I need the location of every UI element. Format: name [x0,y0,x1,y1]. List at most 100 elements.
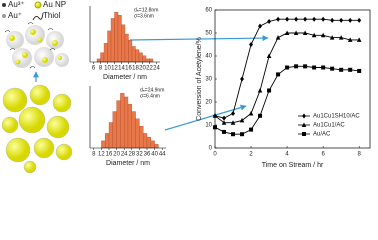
bar [124,33,129,63]
marker [249,42,254,47]
bar [110,18,115,63]
marker [339,17,344,23]
marker [267,88,272,93]
marker [330,17,335,23]
x-tick-label: 4 [285,152,289,158]
marker [312,65,317,70]
bar [96,58,101,63]
marker [240,76,245,82]
x-tick-label: 0 [213,152,217,158]
bar [135,118,140,149]
x-tick-label: 44 [159,152,166,158]
x-tick-label: 22 [146,66,153,72]
annotation: σ=6.4nm [140,93,160,99]
marker [347,37,353,42]
marker [302,132,306,136]
x-tick-label: 14 [118,66,125,72]
marker [240,132,245,137]
marker [212,113,218,118]
marker [357,17,362,23]
marker [294,64,299,69]
y-tick-label: 40 [205,54,212,60]
annotation: σ=3.6nm [134,13,154,19]
x-tick-label: 10 [104,66,111,72]
x-tick-label: 18 [132,66,139,72]
plot-frame [214,9,371,149]
marker [231,111,236,116]
x-tick-label: 8 [358,152,362,158]
large-particles [1,84,73,174]
schematic-legend: Au³⁺ Au NP Au⁺ Thiol [2,0,66,21]
arrows [33,35,269,131]
legend-text: Thiol [43,11,61,20]
bar [154,144,159,149]
bar [116,100,121,149]
y-tick-label: 50 [205,31,212,37]
bar [131,111,136,149]
marker [221,120,227,125]
bar [128,40,133,63]
annotation: dₙ=24.9nm [140,87,164,93]
x-axis-label: Diameter / nm [103,74,147,81]
x-tick-label: 6 [92,66,96,72]
marker [356,37,362,42]
legend-label: Au1Cu1/AC [313,123,345,129]
bar [143,133,148,149]
bar [142,55,147,63]
marker [239,117,245,123]
y-tick-label: 0 [209,146,213,152]
marker [275,35,281,40]
x-tick-label: 28 [128,152,135,158]
marker [285,65,290,70]
y-tick-label: 30 [205,77,212,83]
bar [101,140,106,149]
marker [357,68,362,73]
x-tick-label: 16 [106,152,113,158]
x-tick-label: 40 [151,152,158,158]
marker [248,111,254,116]
x-tick-label: 12 [111,66,118,72]
marker [330,66,335,71]
marker [339,67,344,72]
marker [222,115,227,121]
legend-label: Au/AC [313,132,331,138]
bar [124,96,129,149]
legend-text: Au³⁺ [8,0,25,9]
marker [294,16,299,22]
marker [301,122,307,127]
legend-label: Au1Cu1SH10/AC [313,114,360,120]
x-axis-label: Time on Stream / hr [262,162,324,169]
bar [127,104,132,149]
bar [131,46,136,63]
legend-text: Au⁺ [8,11,22,20]
marker [222,129,227,134]
small-particles [4,22,69,69]
x-axis-label: Diameter / nm [106,160,150,167]
x-tick-label: 8 [92,152,96,158]
marker [302,30,308,35]
marker [321,65,326,70]
x-tick-label: 16 [125,66,132,72]
bar [103,43,108,63]
marker [276,16,281,22]
y-tick-label: 10 [205,123,212,129]
bar [120,93,125,149]
x-tick-label: 20 [113,152,120,158]
x-tick-label: 32 [136,152,143,158]
bar [135,49,140,63]
marker [258,23,263,29]
bar [105,133,110,149]
bar [108,122,113,149]
bar [146,136,151,149]
bar [117,15,122,63]
annotation: dₙ=12.8nm [134,7,158,13]
bar [149,58,154,63]
marker [321,16,326,22]
x-tick-label: 8 [99,66,103,72]
x-tick-label: 6 [321,152,325,158]
marker [303,64,308,69]
x-tick-label: 20 [139,66,146,72]
y-tick-label: 60 [205,8,212,14]
bar [139,125,144,149]
bar [107,30,112,63]
